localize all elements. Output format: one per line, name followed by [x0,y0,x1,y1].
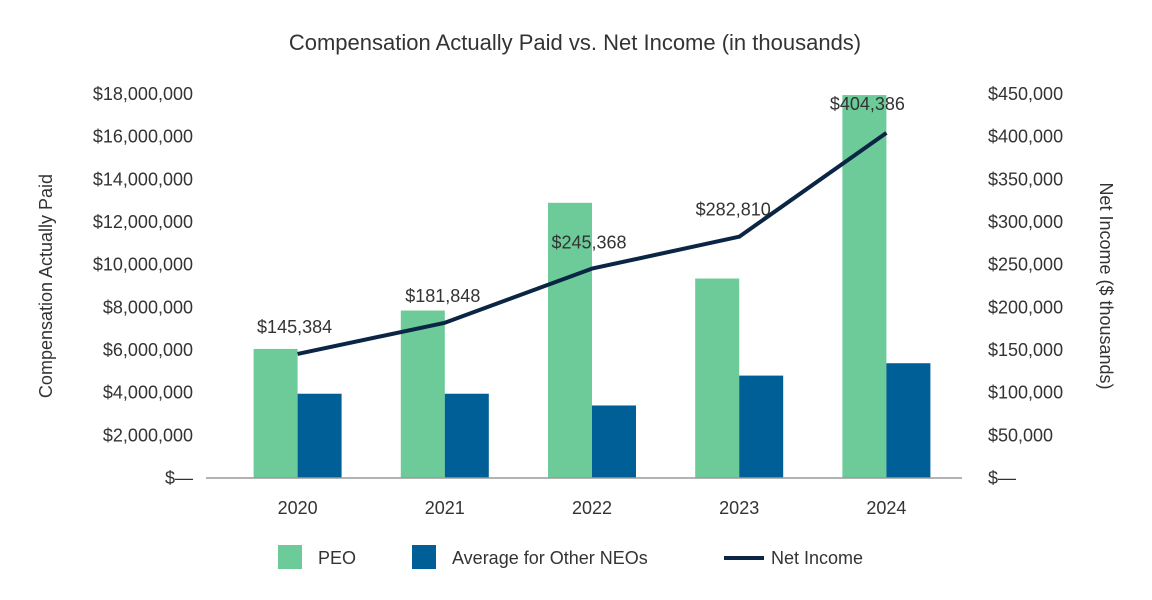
x-tick-label: 2020 [278,498,318,518]
y2-axis-ticks: $— $50,000 $100,000 $150,000 $200,000 $250,00… [988,84,1063,488]
legend-swatch-peo [278,545,302,569]
bar-peo-2021 [400,310,445,478]
y-tick-label: $— [165,468,193,488]
bar-average-for-other-neos-2022 [592,405,636,478]
net-income-label: $404,386 [830,94,905,114]
net-income-label: $245,368 [551,233,626,253]
bar-average-for-other-neos-2024 [886,363,931,478]
y2-tick-label: $450,000 [988,84,1063,104]
bar-peo-2024 [842,95,887,479]
y-tick-label: $2,000,000 [103,425,193,445]
bar-average-for-other-neos-2023 [739,375,784,478]
chart-title: Compensation Actually Paid vs. Net Incom… [289,30,861,55]
x-axis-ticks: 2020 2021 2022 2023 2024 [278,498,907,518]
bar-average-for-other-neos-2020 [297,393,342,478]
y2-tick-label: $150,000 [988,340,1063,360]
y2-tick-label: $— [988,468,1016,488]
x-tick-label: 2021 [425,498,465,518]
legend: PEO Average for Other NEOs Net Income [278,545,863,569]
y-tick-label: $12,000,000 [93,212,193,232]
y-tick-label: $14,000,000 [93,169,193,189]
net-income-label: $282,810 [696,200,771,220]
bar-peo-2023 [695,278,740,478]
net-income-line [297,131,888,356]
x-tick-label: 2023 [719,498,759,518]
x-tick-label: 2022 [572,498,612,518]
y2-tick-label: $50,000 [988,425,1053,445]
legend-label-peo: PEO [318,548,356,568]
y2-tick-label: $300,000 [988,212,1063,232]
y2-axis-title: Net Income ($ thousands) [1096,182,1116,389]
net-income-label: $181,848 [405,286,480,306]
y-tick-label: $8,000,000 [103,297,193,317]
y2-tick-label: $250,000 [988,255,1063,275]
y-tick-label: $6,000,000 [103,340,193,360]
x-tick-label: 2024 [866,498,906,518]
bar-average-for-other-neos-2021 [444,393,489,478]
legend-swatch-other-neos [412,545,436,569]
y2-tick-label: $350,000 [988,169,1063,189]
y-tick-label: $4,000,000 [103,383,193,403]
y2-tick-label: $100,000 [988,383,1063,403]
y-axis-title: Compensation Actually Paid [36,174,56,398]
y-axis-ticks: $— $2,000,000 $4,000,000 $6,000,000 $8,000,0… [93,84,193,488]
net-income-labels: $145,384 $181,848 $245,368 $282,810 $404,386 [257,94,905,337]
net-income-label: $145,384 [257,317,332,337]
bar-peo-2020 [253,348,298,478]
legend-label-other-neos: Average for Other NEOs [452,548,648,568]
bars [253,95,931,479]
y-tick-label: $18,000,000 [93,84,193,104]
y-tick-label: $16,000,000 [93,127,193,147]
y2-tick-label: $400,000 [988,127,1063,147]
y2-tick-label: $200,000 [988,297,1063,317]
legend-label-net-income: Net Income [771,548,863,568]
y-tick-label: $10,000,000 [93,255,193,275]
bar-peo-2022 [548,202,592,479]
